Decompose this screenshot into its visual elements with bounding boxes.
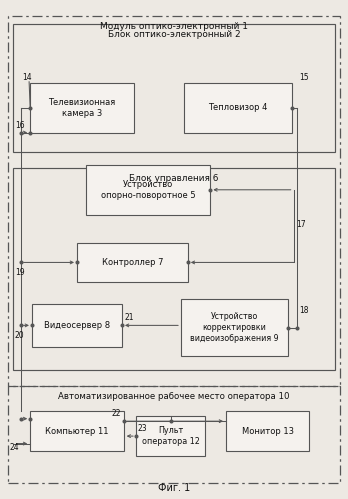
- Text: 17: 17: [296, 220, 306, 229]
- Text: Автоматизированное рабочее место оператора 10: Автоматизированное рабочее место операто…: [58, 392, 290, 401]
- Text: Фиг. 1: Фиг. 1: [158, 484, 190, 494]
- Text: Пульт
оператора 12: Пульт оператора 12: [142, 426, 199, 446]
- Bar: [181, 299, 288, 356]
- Text: 22: 22: [112, 409, 121, 418]
- Text: Устройство
корректировки
видеоизображения 9: Устройство корректировки видеоизображени…: [190, 312, 279, 343]
- Text: Видеосервер 8: Видеосервер 8: [44, 321, 110, 330]
- Text: 21: 21: [125, 313, 134, 322]
- Bar: [30, 83, 134, 133]
- Bar: [30, 411, 124, 451]
- Text: Компьютер 11: Компьютер 11: [45, 427, 109, 436]
- Text: Контроллер 7: Контроллер 7: [102, 258, 163, 267]
- Bar: [136, 416, 205, 456]
- Text: 18: 18: [299, 306, 308, 315]
- Bar: [8, 386, 340, 484]
- Bar: [184, 83, 292, 133]
- Text: Модуль оптико-электронный 1: Модуль оптико-электронный 1: [100, 21, 248, 30]
- Text: Устройство
опорно-поворотное 5: Устройство опорно-поворотное 5: [101, 180, 195, 200]
- Bar: [32, 304, 122, 346]
- Bar: [8, 15, 340, 386]
- Bar: [13, 24, 335, 153]
- Text: 19: 19: [15, 268, 25, 277]
- Text: 14: 14: [22, 73, 32, 82]
- Text: Блок управления 6: Блок управления 6: [129, 174, 219, 183]
- Bar: [226, 411, 309, 451]
- Text: 15: 15: [300, 73, 309, 82]
- Text: 24: 24: [9, 443, 19, 452]
- Bar: [77, 243, 188, 282]
- Text: Монитор 13: Монитор 13: [242, 427, 294, 436]
- Bar: [86, 165, 211, 215]
- Text: 20: 20: [15, 331, 24, 340]
- Text: Телевизионная
камера 3: Телевизионная камера 3: [48, 98, 116, 118]
- Text: Блок оптико-электронный 2: Блок оптико-электронный 2: [108, 30, 240, 39]
- Text: Тепловизор 4: Тепловизор 4: [208, 103, 268, 112]
- Text: 23: 23: [137, 424, 147, 433]
- Bar: [13, 168, 335, 370]
- Text: 16: 16: [16, 121, 25, 130]
